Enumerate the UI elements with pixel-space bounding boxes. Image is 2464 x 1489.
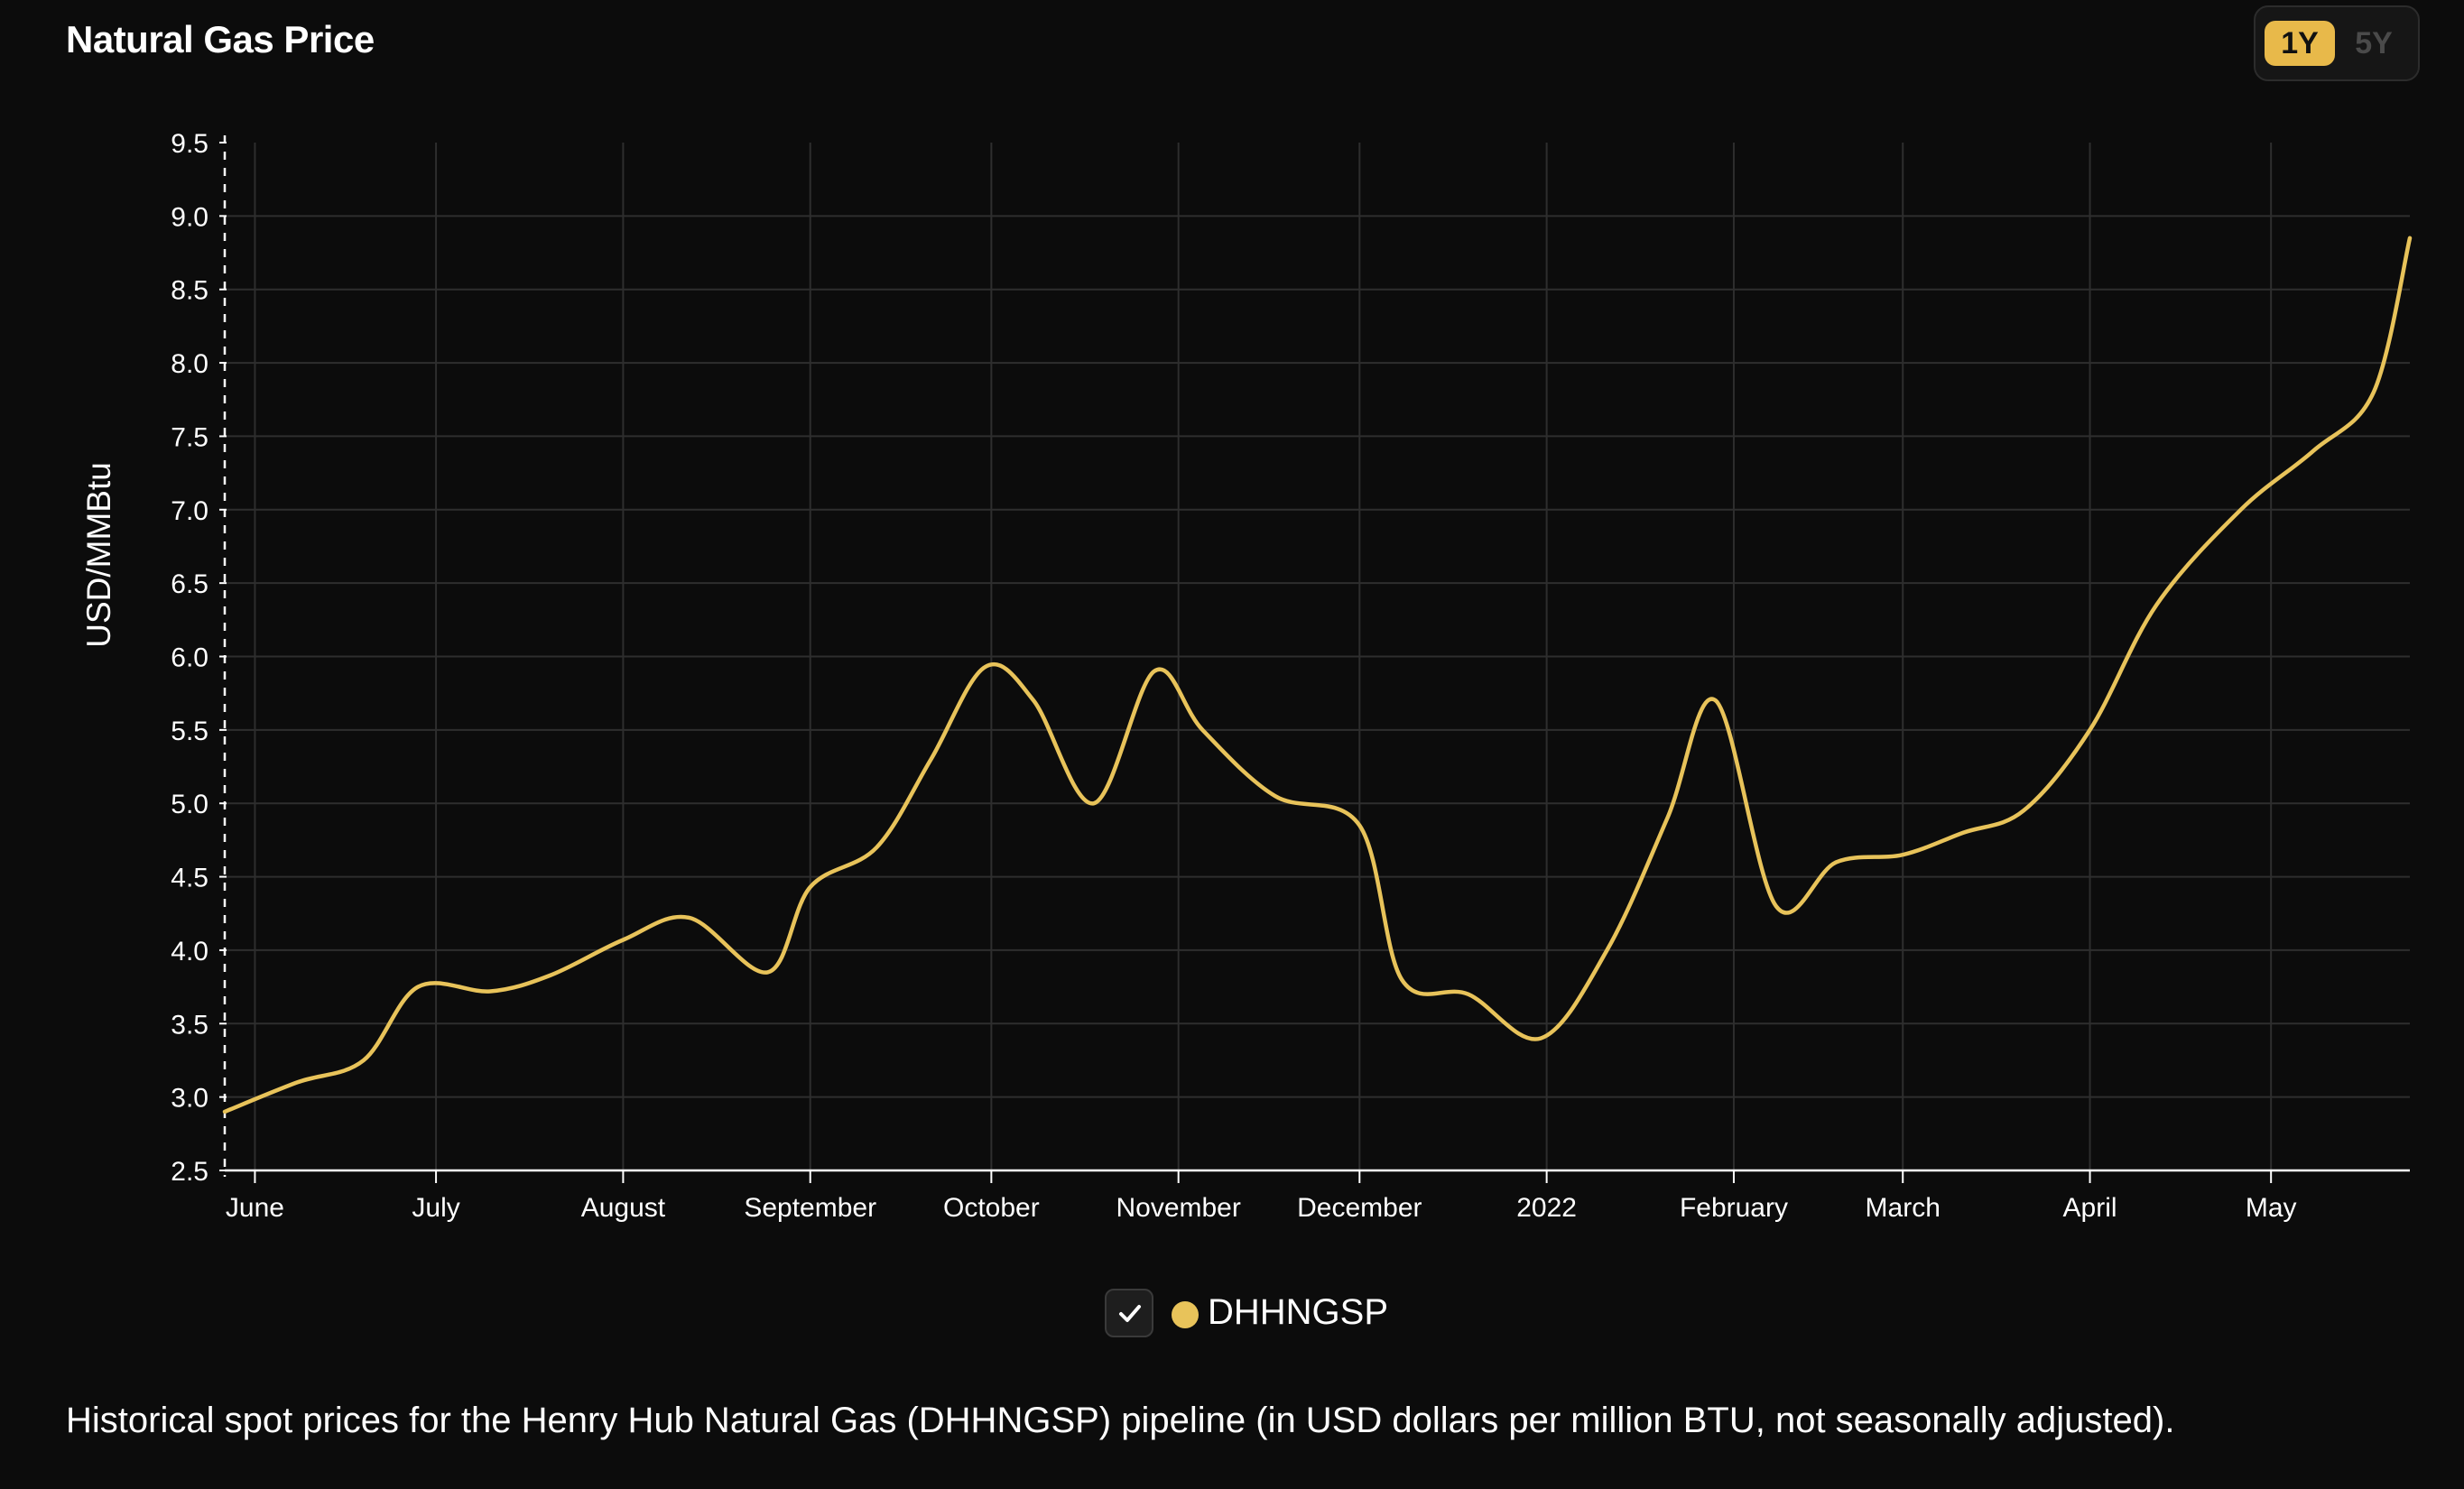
legend-series-dot xyxy=(1172,1301,1199,1328)
x-tick-label: May xyxy=(2246,1193,2297,1223)
y-tick-label: 5.0 xyxy=(171,790,208,819)
y-tick-label: 6.5 xyxy=(171,569,208,599)
x-tick-label: August xyxy=(581,1193,666,1223)
legend-checkbox[interactable] xyxy=(1105,1289,1153,1337)
y-tick-label: 9.0 xyxy=(171,202,208,232)
x-tick-label: July xyxy=(412,1193,459,1223)
x-axis: June July August September October November De… xyxy=(225,1169,2410,1223)
y-tick-label: 7.5 xyxy=(171,422,208,452)
x-tick-label: June xyxy=(226,1193,284,1223)
series-line-dhhngsp xyxy=(222,236,2413,1114)
x-tick-label: 2022 xyxy=(1516,1193,1577,1223)
x-tick-label: December xyxy=(1297,1193,1422,1223)
range-5y-button[interactable]: 5Y xyxy=(2355,26,2393,60)
gridlines xyxy=(225,143,2410,1170)
y-axis: 2.5 3.0 3.5 4.0 4.5 5.0 5.5 6.0 6.5 7.0 7.5 8.0 8.5 9… xyxy=(171,129,227,1187)
x-tick-label: October xyxy=(943,1193,1040,1223)
price-line-chart: 2.5 3.0 3.5 4.0 4.5 5.0 5.5 6.0 6.5 7.0 7.5 8.0 8.5 9… xyxy=(80,129,2413,1223)
y-tick-label: 8.5 xyxy=(171,276,208,306)
x-tick-label: September xyxy=(744,1193,876,1223)
chart-caption: Historical spot prices for the Henry Hub… xyxy=(66,1401,2175,1440)
y-tick-label: 6.0 xyxy=(171,643,208,673)
y-tick-label: 2.5 xyxy=(171,1157,208,1187)
y-axis-label: USD/MMBtu xyxy=(80,462,117,648)
x-tick-label: November xyxy=(1116,1193,1240,1223)
y-tick-label: 4.5 xyxy=(171,864,208,893)
y-tick-label: 5.5 xyxy=(171,717,208,746)
checkmark-icon xyxy=(1119,1305,1141,1322)
y-tick-label: 7.0 xyxy=(171,496,208,526)
x-tick-label: March xyxy=(1866,1193,1941,1223)
legend-series-label: DHHNGSP xyxy=(1208,1292,1389,1332)
y-tick-label: 8.0 xyxy=(171,349,208,379)
x-tick-label: April xyxy=(2063,1193,2117,1223)
range-1y-button[interactable]: 1Y xyxy=(2265,21,2335,66)
y-tick-label: 3.5 xyxy=(171,1010,208,1040)
series-layer xyxy=(222,236,2413,1114)
x-tick-label: February xyxy=(1680,1193,1788,1223)
y-tick-label: 3.0 xyxy=(171,1084,208,1114)
range-toggle: 1Y 5Y xyxy=(2254,5,2420,81)
y-tick-label: 9.5 xyxy=(171,129,208,159)
chart-title: Natural Gas Price xyxy=(66,18,375,60)
y-tick-label: 4.0 xyxy=(171,937,208,966)
